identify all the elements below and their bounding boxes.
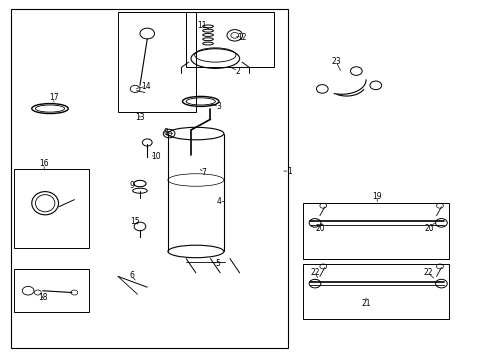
Text: 23: 23 xyxy=(330,57,340,66)
Bar xyxy=(186,12,273,67)
Bar xyxy=(302,203,448,258)
Text: 7: 7 xyxy=(201,168,206,177)
Text: 6: 6 xyxy=(129,271,134,280)
Bar xyxy=(302,264,448,319)
Text: 5: 5 xyxy=(215,260,220,269)
Text: 4: 4 xyxy=(216,197,221,206)
Bar xyxy=(11,9,287,348)
Text: 20: 20 xyxy=(314,224,324,233)
Text: 3: 3 xyxy=(216,102,221,111)
Text: 19: 19 xyxy=(372,192,381,201)
Text: 2: 2 xyxy=(235,67,240,76)
Text: 13: 13 xyxy=(135,113,144,122)
Bar xyxy=(14,169,89,248)
Text: 20: 20 xyxy=(424,224,433,233)
Text: 18: 18 xyxy=(38,293,47,302)
Bar xyxy=(14,269,89,312)
Text: 10: 10 xyxy=(151,152,161,161)
Text: 21: 21 xyxy=(361,299,370,308)
Text: 17: 17 xyxy=(49,93,59,102)
Text: 11: 11 xyxy=(197,21,206,30)
Bar xyxy=(118,12,196,112)
Text: 14: 14 xyxy=(141,82,151,91)
Text: 16: 16 xyxy=(39,159,49,168)
Text: 9: 9 xyxy=(129,181,134,190)
Text: 22: 22 xyxy=(309,268,319,277)
Text: 15: 15 xyxy=(130,217,140,226)
Text: 8: 8 xyxy=(163,129,168,138)
Text: 12: 12 xyxy=(237,33,246,42)
Text: 1: 1 xyxy=(287,167,291,176)
Text: 22: 22 xyxy=(423,268,432,277)
